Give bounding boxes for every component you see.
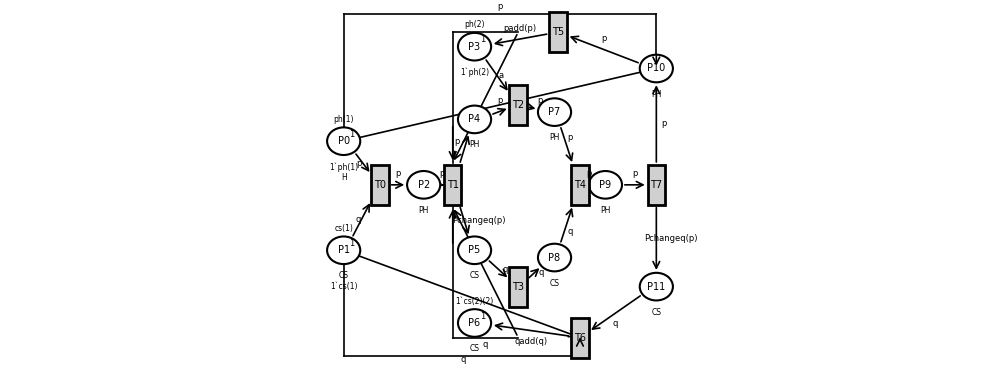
Text: CS: CS	[651, 308, 661, 317]
Text: P8: P8	[548, 252, 561, 262]
Text: CS: CS	[470, 271, 480, 280]
FancyBboxPatch shape	[549, 12, 567, 52]
Text: T5: T5	[552, 27, 564, 37]
Ellipse shape	[589, 171, 622, 199]
Text: CS: CS	[470, 344, 480, 353]
Text: p: p	[454, 137, 460, 146]
Text: p: p	[497, 2, 503, 11]
Text: P0: P0	[338, 136, 350, 146]
Text: T1: T1	[447, 180, 459, 190]
Ellipse shape	[640, 55, 673, 82]
FancyBboxPatch shape	[371, 165, 389, 205]
Ellipse shape	[407, 171, 440, 199]
FancyBboxPatch shape	[444, 165, 461, 205]
FancyBboxPatch shape	[571, 318, 589, 358]
Text: T7: T7	[650, 180, 662, 190]
Text: 1`ph(1)
H: 1`ph(1) H	[329, 162, 358, 182]
Text: p: p	[632, 169, 637, 178]
Text: p: p	[567, 133, 573, 142]
Text: q: q	[613, 319, 618, 328]
Text: 1`ph(2): 1`ph(2)	[460, 68, 489, 77]
Text: P11: P11	[647, 282, 665, 291]
Ellipse shape	[640, 273, 673, 300]
Ellipse shape	[327, 237, 360, 264]
Text: Pchangeq(p): Pchangeq(p)	[644, 234, 698, 243]
Text: ph(1): ph(1)	[333, 115, 354, 124]
Text: ph(2): ph(2)	[464, 20, 485, 29]
Text: CS
1`cs(1): CS 1`cs(1)	[330, 271, 357, 291]
Text: P1: P1	[338, 245, 350, 255]
Text: p: p	[356, 159, 362, 167]
Text: q: q	[355, 215, 361, 224]
Text: cs(1): cs(1)	[334, 224, 353, 233]
Text: p: p	[601, 34, 607, 43]
Text: PH: PH	[651, 89, 662, 99]
Text: p: p	[537, 96, 543, 105]
Ellipse shape	[538, 98, 571, 126]
Text: q: q	[567, 227, 573, 236]
Text: q: q	[483, 340, 488, 349]
Text: P10: P10	[647, 64, 665, 74]
Ellipse shape	[458, 237, 491, 264]
Ellipse shape	[458, 309, 491, 337]
Text: T2: T2	[512, 100, 524, 110]
Text: P2: P2	[418, 180, 430, 190]
Text: p: p	[661, 119, 666, 128]
Ellipse shape	[538, 244, 571, 271]
Ellipse shape	[458, 33, 491, 60]
Text: 1`cs(2)(2): 1`cs(2)(2)	[455, 297, 494, 305]
Ellipse shape	[458, 106, 491, 133]
Text: 1: 1	[349, 239, 355, 248]
FancyBboxPatch shape	[509, 85, 527, 125]
Text: P5: P5	[468, 245, 481, 255]
Text: 1: 1	[480, 35, 485, 44]
Text: T4: T4	[574, 180, 586, 190]
Text: q: q	[539, 268, 544, 277]
Ellipse shape	[327, 127, 360, 155]
Text: qadd(q): qadd(q)	[515, 337, 548, 346]
FancyBboxPatch shape	[648, 165, 665, 205]
FancyBboxPatch shape	[571, 165, 589, 205]
Text: p: p	[497, 96, 503, 105]
Text: T0: T0	[374, 180, 386, 190]
Text: CS: CS	[550, 279, 560, 288]
Text: PH: PH	[469, 141, 480, 149]
Text: p: p	[586, 169, 591, 178]
Text: P4: P4	[468, 114, 481, 124]
Text: PH: PH	[418, 206, 429, 215]
Text: T3: T3	[512, 282, 524, 291]
Text: q: q	[461, 355, 466, 364]
Text: a: a	[498, 71, 503, 80]
Text: P7: P7	[548, 107, 561, 117]
Text: P9: P9	[599, 180, 611, 190]
Text: padd(p): padd(p)	[504, 24, 537, 33]
Text: Pchangeq(p): Pchangeq(p)	[452, 216, 506, 226]
FancyBboxPatch shape	[509, 267, 527, 307]
Text: PH: PH	[549, 133, 560, 142]
Text: PH: PH	[600, 206, 611, 215]
Text: p: p	[439, 169, 445, 178]
Text: q: q	[503, 265, 508, 274]
Text: P3: P3	[468, 42, 481, 52]
Text: P6: P6	[468, 318, 481, 328]
Text: p: p	[395, 169, 401, 178]
Text: 1: 1	[480, 312, 485, 321]
Text: T6: T6	[574, 333, 586, 343]
Text: 1: 1	[349, 130, 355, 139]
